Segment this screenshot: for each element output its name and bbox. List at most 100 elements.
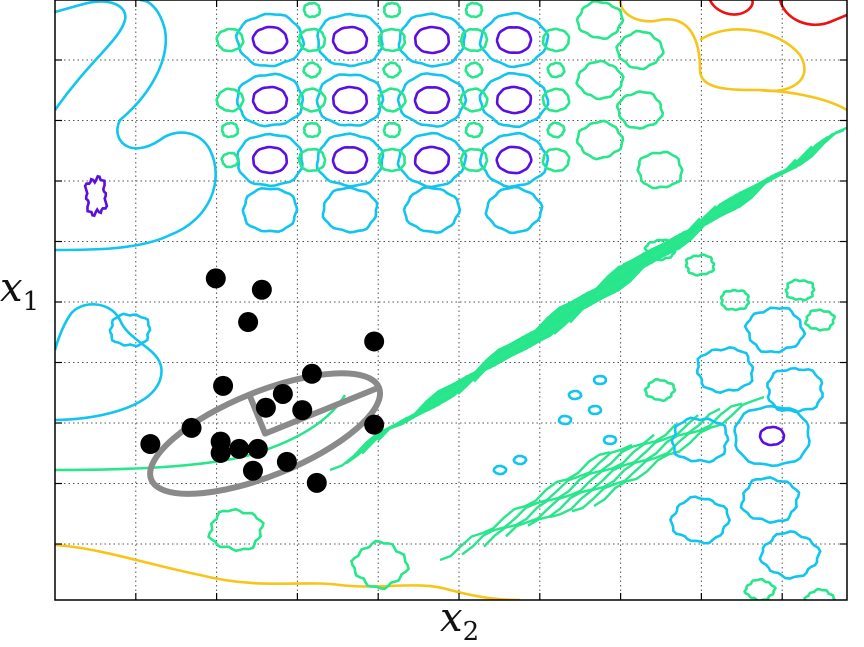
violet-ring bbox=[413, 85, 451, 115]
violet-ring bbox=[83, 174, 109, 218]
data-point bbox=[255, 397, 276, 418]
data-point bbox=[276, 451, 297, 472]
green-ring bbox=[803, 308, 837, 332]
green-ring bbox=[684, 253, 716, 277]
green-ring bbox=[459, 147, 489, 173]
data-point bbox=[364, 331, 385, 352]
green-ring bbox=[575, 59, 625, 101]
cyan-ring bbox=[602, 434, 618, 446]
data-point bbox=[251, 279, 272, 300]
green-ring bbox=[215, 27, 245, 53]
green-ring bbox=[302, 121, 322, 139]
green-ring bbox=[803, 587, 837, 600]
green-band bbox=[483, 433, 655, 548]
green-ring bbox=[541, 27, 571, 53]
green-ring bbox=[575, 119, 625, 161]
green-ring bbox=[377, 87, 407, 113]
violet-ring bbox=[331, 85, 369, 115]
data-point bbox=[364, 414, 385, 435]
data-point bbox=[292, 400, 313, 421]
data-point bbox=[229, 438, 250, 459]
green-band bbox=[527, 414, 699, 527]
cyan-ring bbox=[396, 131, 468, 189]
cyan-contour bbox=[55, 0, 127, 111]
cyan-contour bbox=[55, 303, 163, 422]
data-point bbox=[301, 363, 322, 384]
green-ring bbox=[302, 1, 322, 19]
data-point bbox=[210, 442, 231, 463]
green-ring bbox=[459, 87, 489, 113]
cyan-ring bbox=[236, 132, 304, 188]
green-band bbox=[549, 407, 721, 519]
green-ring bbox=[382, 61, 402, 79]
covariance-ellipse-group bbox=[147, 370, 384, 497]
green-band bbox=[441, 196, 733, 404]
violet-ring bbox=[413, 145, 451, 175]
data-point bbox=[140, 434, 161, 455]
green-ring bbox=[546, 121, 566, 139]
data-points bbox=[140, 268, 385, 493]
green-ring bbox=[464, 61, 484, 79]
green-ring bbox=[382, 1, 402, 19]
contour-lines bbox=[55, 0, 847, 600]
cyan-ring bbox=[512, 454, 528, 466]
green-ring bbox=[719, 288, 751, 312]
violet-ring bbox=[495, 25, 533, 55]
green-ring bbox=[546, 61, 566, 79]
green-ring bbox=[636, 150, 684, 190]
yellow-contour bbox=[699, 28, 806, 93]
cyan-ring bbox=[670, 416, 730, 464]
data-point bbox=[247, 438, 268, 459]
data-point bbox=[306, 472, 327, 493]
yellow-contour bbox=[55, 543, 521, 600]
green-ring bbox=[382, 121, 402, 139]
cyan-ring bbox=[108, 312, 152, 348]
green-band bbox=[505, 423, 677, 538]
plot-frame bbox=[54, 0, 848, 601]
green-band bbox=[439, 451, 611, 562]
green-ring bbox=[541, 147, 571, 173]
ellipse-axes bbox=[246, 384, 381, 437]
axis-ticks bbox=[55, 0, 847, 600]
cyan-ring bbox=[743, 306, 807, 354]
cyan-ring bbox=[316, 12, 384, 68]
violet-ring bbox=[495, 85, 533, 115]
red-contour bbox=[708, 0, 847, 27]
violet-ring bbox=[331, 145, 369, 175]
cyan-ring bbox=[478, 11, 550, 69]
cyan-ring bbox=[758, 530, 822, 580]
green-ring bbox=[575, 0, 625, 41]
cyan-ring bbox=[234, 12, 306, 68]
violet-ring bbox=[251, 85, 289, 115]
cyan-ring bbox=[484, 185, 544, 235]
cyan-ring bbox=[668, 495, 732, 545]
green-ring bbox=[378, 147, 406, 173]
cyan-ring bbox=[733, 404, 811, 468]
green-ring bbox=[743, 577, 777, 600]
green-ring bbox=[643, 238, 677, 262]
cyan-ring bbox=[567, 389, 583, 401]
violet-ring bbox=[495, 145, 533, 175]
cyan-ring bbox=[739, 475, 801, 525]
green-ring bbox=[302, 61, 322, 79]
violet-ring bbox=[251, 145, 289, 175]
cyan-contour bbox=[55, 0, 217, 252]
violet-ring bbox=[251, 25, 289, 55]
green-ring bbox=[215, 87, 245, 113]
cyan-ring bbox=[241, 186, 299, 234]
green-band bbox=[593, 395, 765, 508]
green-band bbox=[505, 158, 797, 358]
cyan-ring bbox=[492, 464, 508, 476]
green-ring bbox=[643, 377, 677, 403]
violet-ring bbox=[413, 25, 451, 55]
green-ring bbox=[615, 29, 665, 71]
green-ring bbox=[377, 27, 407, 53]
cyan-ring bbox=[592, 374, 608, 386]
data-point bbox=[205, 268, 226, 289]
green-ring bbox=[297, 87, 327, 113]
cyan-ring bbox=[695, 346, 755, 394]
data-point bbox=[213, 375, 234, 396]
green-ring bbox=[220, 151, 240, 169]
cyan-ring bbox=[557, 414, 573, 426]
